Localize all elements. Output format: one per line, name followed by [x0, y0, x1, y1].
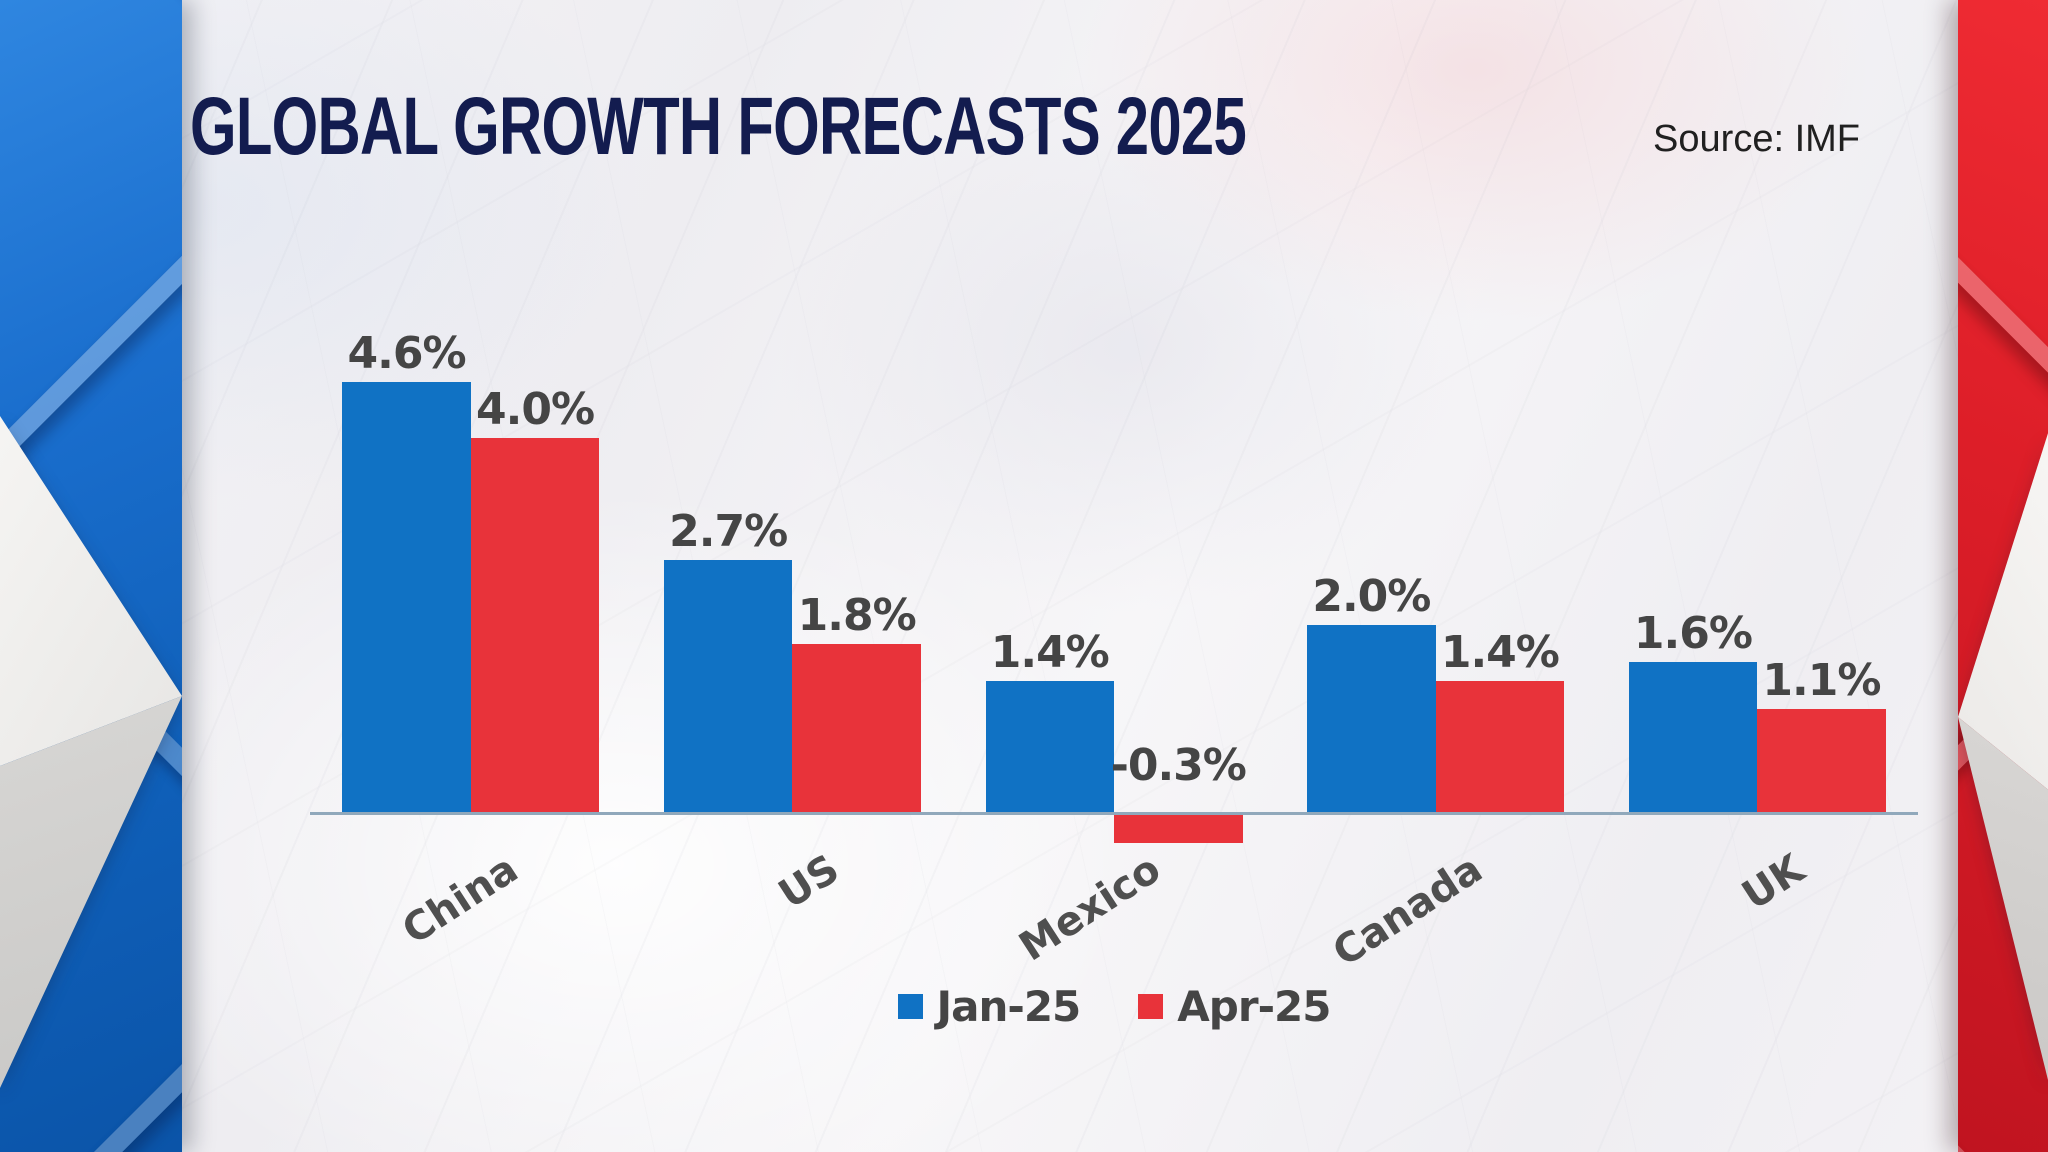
bar-apr-25-mexico — [1114, 815, 1243, 844]
bar-apr-25-canada — [1435, 681, 1565, 812]
legend-swatch-jan-25 — [897, 994, 923, 1019]
legend-item-apr-25: Apr-25 — [1138, 982, 1331, 1031]
value-label-apr-25-china: 4.0% — [476, 384, 595, 435]
x-axis-line — [310, 812, 1918, 815]
left-decor-panel — [0, 0, 182, 1152]
value-label-jan-25-mexico: 1.4% — [990, 627, 1110, 679]
chart-legend: Jan-25 Apr-25 — [310, 982, 1918, 1031]
value-label-jan-25-us: 2.7% — [669, 505, 788, 557]
legend-label-jan-25: Jan-25 — [936, 982, 1082, 1031]
page-title: GLOBAL GROWTH FORECASTS 2025 — [190, 81, 1247, 172]
value-label-apr-25-us: 1.8% — [797, 589, 917, 641]
legend-item-jan-25: Jan-25 — [897, 982, 1082, 1031]
axis-label-canada: Canada — [1325, 846, 1491, 976]
left-star-icon — [0, 388, 182, 1088]
bar-jan-25-canada — [1307, 625, 1436, 812]
value-label-jan-25-canada: 2.0% — [1312, 571, 1431, 622]
bar-jan-25-us — [663, 559, 793, 812]
bar-jan-25-uk — [1628, 662, 1758, 812]
value-label-jan-25-uk: 1.6% — [1633, 608, 1753, 660]
value-label-jan-25-china: 4.6% — [347, 327, 467, 379]
source-credit: Source: IMF — [1653, 118, 1860, 160]
legend-swatch-apr-25 — [1138, 994, 1164, 1019]
right-decor-panel — [1958, 0, 2048, 1152]
bar-apr-25-china — [470, 438, 600, 812]
axis-label-china: China — [394, 846, 526, 954]
axis-label-mexico: Mexico — [1011, 846, 1170, 971]
legend-label-apr-25: Apr-25 — [1177, 982, 1331, 1031]
value-label-apr-25-uk: 1.1% — [1762, 655, 1881, 707]
bar-jan-25-mexico — [985, 681, 1114, 812]
axis-label-us: US — [770, 846, 848, 918]
bar-apr-25-us — [792, 643, 921, 812]
right-star-icon — [1958, 420, 2048, 1080]
axis-label-uk: UK — [1733, 846, 1813, 920]
bar-jan-25-china — [342, 381, 471, 812]
value-label-apr-25-canada: 1.4% — [1440, 627, 1560, 679]
value-label-apr-25-mexico: -0.3% — [1110, 740, 1247, 791]
bar-apr-25-uk — [1757, 709, 1886, 812]
